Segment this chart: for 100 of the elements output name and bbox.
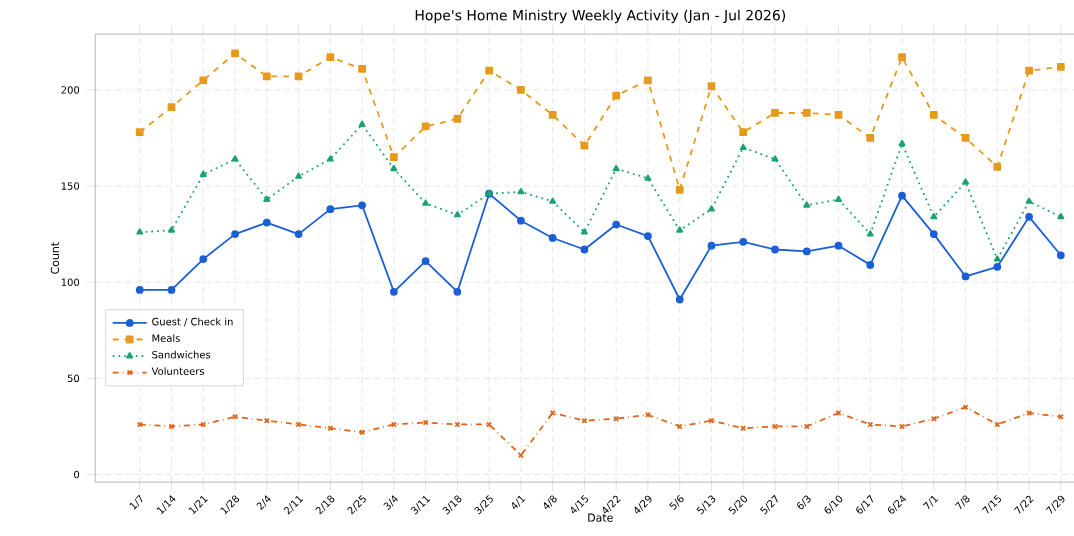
point	[675, 186, 684, 194]
point	[834, 111, 843, 119]
point	[771, 245, 779, 254]
point	[835, 195, 842, 202]
point	[675, 295, 684, 304]
point	[517, 216, 525, 225]
point	[422, 419, 429, 426]
point	[231, 49, 239, 58]
point	[199, 76, 208, 85]
point	[517, 187, 525, 195]
point	[771, 109, 779, 117]
point	[232, 413, 239, 420]
point	[167, 286, 176, 294]
point	[803, 201, 811, 208]
point	[898, 53, 906, 62]
point	[200, 421, 207, 428]
point	[167, 103, 176, 112]
point	[962, 178, 970, 185]
point	[1057, 212, 1065, 220]
point	[898, 139, 906, 147]
point	[326, 205, 335, 214]
point	[708, 417, 715, 424]
point	[739, 143, 747, 150]
point	[612, 91, 621, 100]
point	[993, 162, 1002, 171]
point	[231, 155, 239, 162]
point	[612, 164, 620, 172]
point	[644, 174, 652, 181]
point	[580, 245, 589, 254]
point	[929, 111, 938, 119]
point	[453, 114, 462, 123]
point	[168, 226, 176, 233]
point	[136, 228, 144, 235]
point	[422, 199, 430, 206]
point	[1025, 212, 1033, 221]
point	[929, 230, 938, 239]
point	[390, 164, 398, 172]
point	[135, 286, 144, 294]
point	[867, 421, 874, 428]
point	[1056, 62, 1065, 71]
point	[548, 111, 557, 119]
point	[199, 255, 208, 264]
point	[612, 220, 621, 229]
point	[1056, 251, 1065, 260]
point	[994, 421, 1001, 428]
point	[421, 122, 430, 131]
point	[707, 205, 715, 212]
point	[644, 76, 652, 85]
point	[263, 195, 271, 202]
point	[295, 172, 303, 179]
point	[231, 230, 239, 239]
point	[898, 191, 906, 200]
point	[359, 429, 366, 436]
point	[771, 155, 779, 162]
point	[389, 287, 398, 296]
point	[326, 155, 334, 162]
point	[199, 170, 207, 177]
point	[802, 109, 811, 117]
point	[358, 120, 366, 127]
point	[676, 226, 684, 233]
point	[961, 134, 970, 142]
point	[581, 417, 588, 424]
point	[930, 212, 938, 220]
point	[993, 262, 1002, 271]
point	[358, 64, 366, 73]
point	[358, 201, 366, 210]
point	[866, 230, 874, 237]
point	[1026, 409, 1033, 416]
point	[802, 247, 811, 256]
point	[866, 134, 875, 142]
point	[866, 261, 875, 269]
point	[707, 82, 716, 90]
point	[389, 153, 398, 162]
point	[739, 128, 748, 137]
point	[739, 237, 748, 246]
point	[834, 241, 843, 250]
point	[517, 86, 525, 94]
point	[644, 411, 651, 418]
point	[485, 66, 494, 75]
point	[326, 53, 335, 62]
point	[580, 228, 588, 235]
point	[454, 421, 461, 428]
point	[580, 141, 589, 150]
point	[262, 218, 271, 227]
point	[548, 234, 557, 242]
point	[168, 423, 175, 430]
point	[295, 421, 302, 428]
point	[644, 232, 652, 240]
point	[421, 257, 430, 265]
point	[1025, 66, 1033, 75]
point	[262, 72, 271, 81]
point	[453, 211, 461, 218]
point	[1025, 197, 1033, 204]
point	[453, 287, 462, 296]
point	[135, 128, 144, 137]
point	[993, 255, 1001, 262]
point	[294, 230, 303, 239]
point	[707, 241, 716, 250]
point	[549, 197, 557, 204]
point	[961, 272, 970, 281]
